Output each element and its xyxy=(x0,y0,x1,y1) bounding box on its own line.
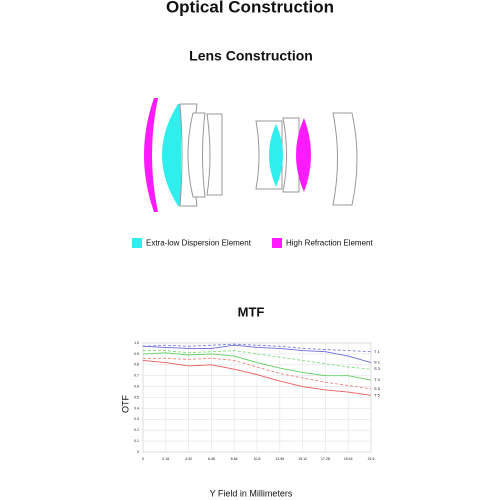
y-tick-label: 0.9 xyxy=(134,352,139,356)
y-tick-label: 0.5 xyxy=(134,395,139,399)
x-tick-label: 21.6 xyxy=(368,457,375,461)
x-tick-label: 0 xyxy=(142,457,144,461)
mtf-line xyxy=(143,350,372,370)
y-axis-title: OTF xyxy=(120,395,130,413)
lens-element xyxy=(332,112,358,206)
x-tick-label: 12.96 xyxy=(275,457,284,461)
x-tick-label: 2.16 xyxy=(162,457,169,461)
page-title: Optical Construction xyxy=(166,0,334,16)
chart-title: MTF xyxy=(238,304,265,319)
lens-element xyxy=(187,112,206,198)
mtf-line xyxy=(142,359,372,396)
x-tick-label: 4.32 xyxy=(185,457,192,461)
series-label: S 3 xyxy=(374,366,381,371)
series-label: T 5 xyxy=(374,392,380,397)
lens-element xyxy=(144,98,158,212)
y-tick-label: 0.1 xyxy=(134,439,139,443)
legend-swatch xyxy=(132,238,142,248)
lens-diagram xyxy=(144,98,358,212)
series-label: T 3 xyxy=(374,377,380,382)
chart: MTF Y Field in Millimeters OTF 0 0.1 0.2 0.… xyxy=(120,304,380,498)
x-tick-label: 19.44 xyxy=(344,457,353,461)
legend-label: Extra-low Dispersion Element xyxy=(146,239,252,248)
y-tick-label: 0.6 xyxy=(134,385,139,389)
y-tick-label: 0.2 xyxy=(134,428,139,432)
x-tick-label: 8.64 xyxy=(231,457,238,461)
lens-element xyxy=(206,113,223,196)
lens-element xyxy=(162,104,181,206)
y-tick-label: 1.0 xyxy=(134,341,139,345)
x-tick-label: 10.8 xyxy=(254,457,261,461)
x-axis-title: Y Field in Millimeters xyxy=(210,488,293,498)
mtf-line xyxy=(142,352,372,381)
mtf-line xyxy=(143,357,372,390)
mtf-line xyxy=(142,343,372,353)
lens-element xyxy=(296,118,311,192)
y-tick-label: 0.7 xyxy=(134,374,139,378)
y-tick-label: 0 xyxy=(137,450,139,454)
series-label: S 5 xyxy=(374,386,381,391)
lens-element xyxy=(282,117,300,193)
series-label: T 1 xyxy=(374,349,380,354)
mtf-line xyxy=(142,344,372,364)
legend-label: High Refraction Element xyxy=(286,239,373,248)
y-tick-label: 0.4 xyxy=(134,406,139,410)
section-title: Lens Construction xyxy=(189,48,313,64)
x-tick-label: 17.28 xyxy=(321,457,330,461)
y-tick-label: 0.3 xyxy=(134,417,139,421)
y-tick-label: 0.8 xyxy=(134,363,139,367)
legend: Extra-low Dispersion Element High Refract… xyxy=(132,238,373,248)
legend-swatch xyxy=(272,238,282,248)
series-label: S 1 xyxy=(374,360,381,365)
x-tick-label: 6.48 xyxy=(208,457,215,461)
lens-element xyxy=(269,124,283,187)
x-tick-label: 15.12 xyxy=(298,457,307,461)
